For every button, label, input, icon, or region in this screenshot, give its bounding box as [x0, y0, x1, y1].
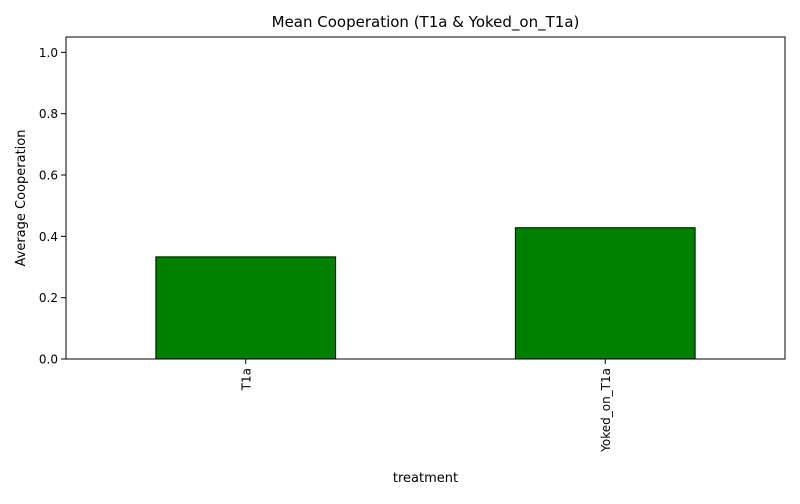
chart-title: Mean Cooperation (T1a & Yoked_on_T1a) [272, 13, 580, 32]
y-tick-label: 0.0 [39, 353, 58, 367]
x-tick-label: T1a [239, 368, 253, 391]
y-tick-label: 1.0 [39, 46, 58, 60]
x-tick-label: Yoked_on_T1a [599, 368, 613, 453]
axes-frame [65, 36, 786, 360]
y-tick-label: 0.8 [39, 107, 58, 121]
plot-area: 0.0 0.2 0.4 0.6 0.8 1.0 T1a Yoked_on_T1a [39, 46, 696, 453]
y-tick-label: 0.6 [39, 169, 58, 183]
y-axis-label: Average Cooperation [14, 130, 29, 267]
bar-yoked-on-t1a [514, 227, 696, 360]
x-axis-label: treatment [393, 471, 458, 486]
y-tick-label: 0.2 [39, 291, 58, 305]
bar-t1a [155, 256, 337, 360]
y-tick-label: 0.4 [39, 230, 58, 244]
